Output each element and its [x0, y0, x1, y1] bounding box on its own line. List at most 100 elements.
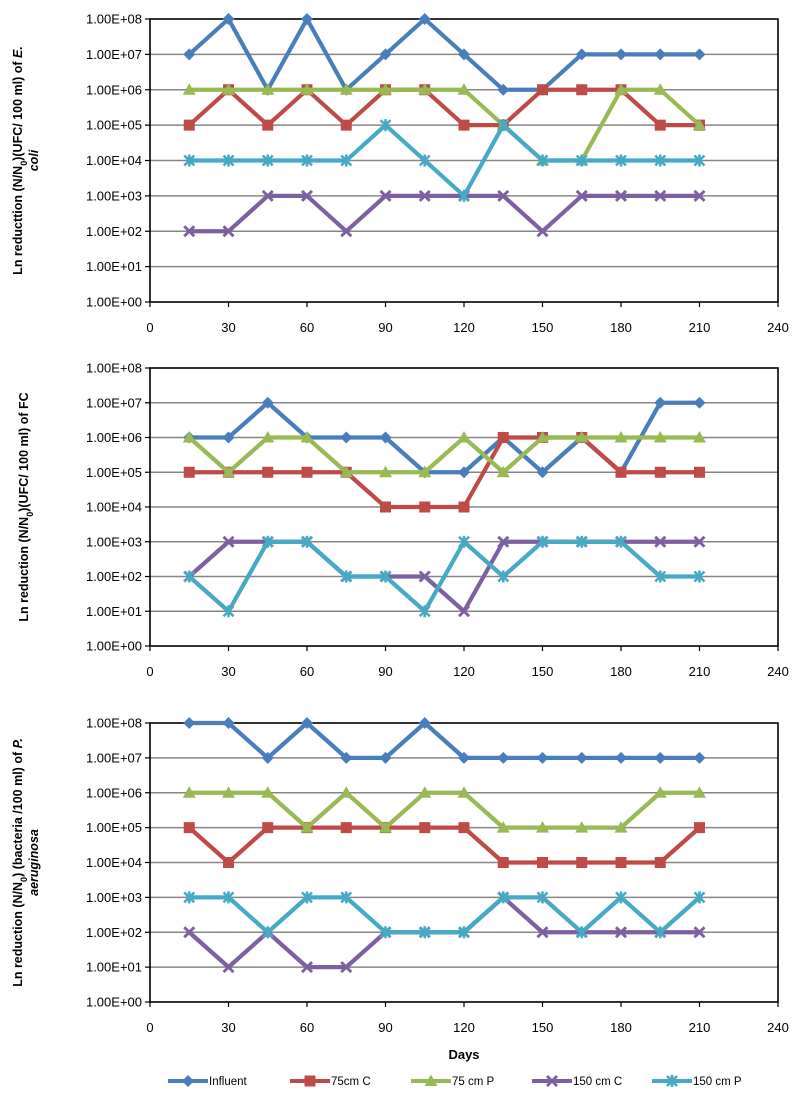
data-point — [575, 48, 588, 61]
data-point — [339, 786, 353, 798]
data-point — [182, 786, 196, 798]
data-point — [654, 857, 666, 868]
data-point — [418, 926, 431, 939]
y-tick-label: 1.00E+07 — [86, 750, 142, 765]
data-point — [340, 119, 352, 131]
y-axis-label-italic: P. — [11, 738, 25, 748]
data-point — [300, 83, 314, 95]
y-tick-label: 1.00E+02 — [86, 569, 142, 584]
data-point — [536, 751, 549, 764]
data-point — [183, 717, 196, 729]
series-3 — [182, 431, 706, 478]
chart-panel-2: 1.00E+00 1.00E+01 1.00E+02 1.00E+03 1.00E+04… — [17, 361, 789, 680]
data-point — [497, 119, 510, 132]
series-line — [189, 720, 700, 760]
data-point — [615, 535, 627, 548]
data-point — [694, 822, 705, 834]
data-point — [497, 432, 509, 443]
data-point — [379, 119, 392, 132]
data-point — [223, 857, 234, 868]
data-point — [576, 84, 588, 96]
data-point — [222, 605, 235, 618]
data-point — [457, 431, 471, 443]
y-axis-label-text: )(UFC/ 100 ml) of — [11, 58, 25, 161]
legend-item: 150 cm C — [532, 1074, 622, 1088]
data-point — [222, 717, 235, 729]
legend-marker — [182, 1075, 194, 1087]
data-point — [575, 535, 588, 548]
data-point — [418, 717, 431, 729]
data-point — [536, 926, 549, 939]
y-axis-label-italic: E. — [11, 46, 25, 58]
data-point — [497, 857, 509, 868]
data-point — [536, 821, 549, 833]
y-tick-label: 1.00E+08 — [86, 361, 142, 376]
data-point — [300, 431, 314, 443]
x-tick-label: 0 — [146, 664, 153, 679]
x-tick-label: 180 — [610, 1020, 632, 1035]
data-point — [222, 465, 235, 478]
data-point — [536, 891, 549, 904]
data-point — [614, 821, 628, 833]
legend-marker — [545, 1074, 559, 1088]
data-point — [261, 786, 275, 798]
y-axis-label-text: )(UFC/ 100 ml) of FC — [17, 392, 31, 511]
data-point — [615, 154, 627, 167]
data-point — [262, 119, 274, 131]
x-tick-label: 90 — [378, 320, 392, 335]
data-point — [183, 119, 195, 131]
data-point — [183, 48, 196, 61]
data-point — [418, 13, 431, 25]
data-point — [693, 926, 706, 939]
y-tick-label: 1.00E+04 — [86, 500, 142, 515]
data-point — [693, 751, 706, 764]
data-point — [182, 83, 196, 95]
y-tick-label: 1.00E+06 — [86, 82, 142, 97]
x-tick-label: 30 — [221, 320, 235, 335]
x-tick-label: 60 — [300, 664, 314, 679]
x-tick-label: 90 — [378, 664, 392, 679]
legend-label: Influent — [209, 1076, 248, 1088]
series-5 — [183, 891, 706, 939]
data-point — [182, 431, 196, 443]
data-point — [222, 961, 235, 974]
series-2 — [183, 822, 705, 868]
data-point — [693, 48, 706, 61]
y-axis-label-subscript: 0 — [19, 877, 29, 882]
data-point — [261, 396, 274, 409]
legend-item: 75 cm P — [411, 1074, 495, 1088]
data-point — [339, 83, 353, 95]
data-point — [575, 821, 589, 833]
data-point — [183, 926, 196, 939]
data-point — [653, 431, 667, 443]
data-point — [654, 154, 667, 167]
y-tick-label: 1.00E+03 — [86, 188, 142, 203]
data-point — [693, 535, 706, 548]
series-line — [189, 435, 700, 510]
x-tick-label: 150 — [532, 664, 554, 679]
data-point — [379, 926, 392, 939]
data-point — [575, 431, 589, 443]
data-point — [615, 751, 627, 764]
x-tick-label: 210 — [689, 664, 711, 679]
data-point — [654, 466, 666, 478]
data-point — [615, 857, 627, 868]
data-point — [497, 535, 510, 548]
y-tick-label: 1.00E+00 — [86, 995, 142, 1010]
data-point — [380, 501, 391, 513]
y-tick-label: 1.00E+05 — [86, 820, 142, 835]
data-point — [300, 821, 314, 833]
y-tick-label: 1.00E+02 — [86, 224, 142, 239]
x-tick-label: 210 — [689, 1020, 711, 1035]
data-point — [418, 189, 431, 202]
data-point — [222, 154, 235, 167]
y-tick-label: 1.00E+07 — [86, 47, 142, 62]
data-point — [418, 465, 432, 478]
data-point — [496, 465, 510, 478]
data-point — [183, 570, 196, 583]
data-point — [262, 822, 274, 834]
data-point — [340, 570, 353, 583]
y-tick-label: 1.00E+00 — [86, 295, 142, 310]
legend-item: 150 cm P — [652, 1075, 742, 1088]
y-tick-label: 1.00E+07 — [86, 395, 142, 410]
